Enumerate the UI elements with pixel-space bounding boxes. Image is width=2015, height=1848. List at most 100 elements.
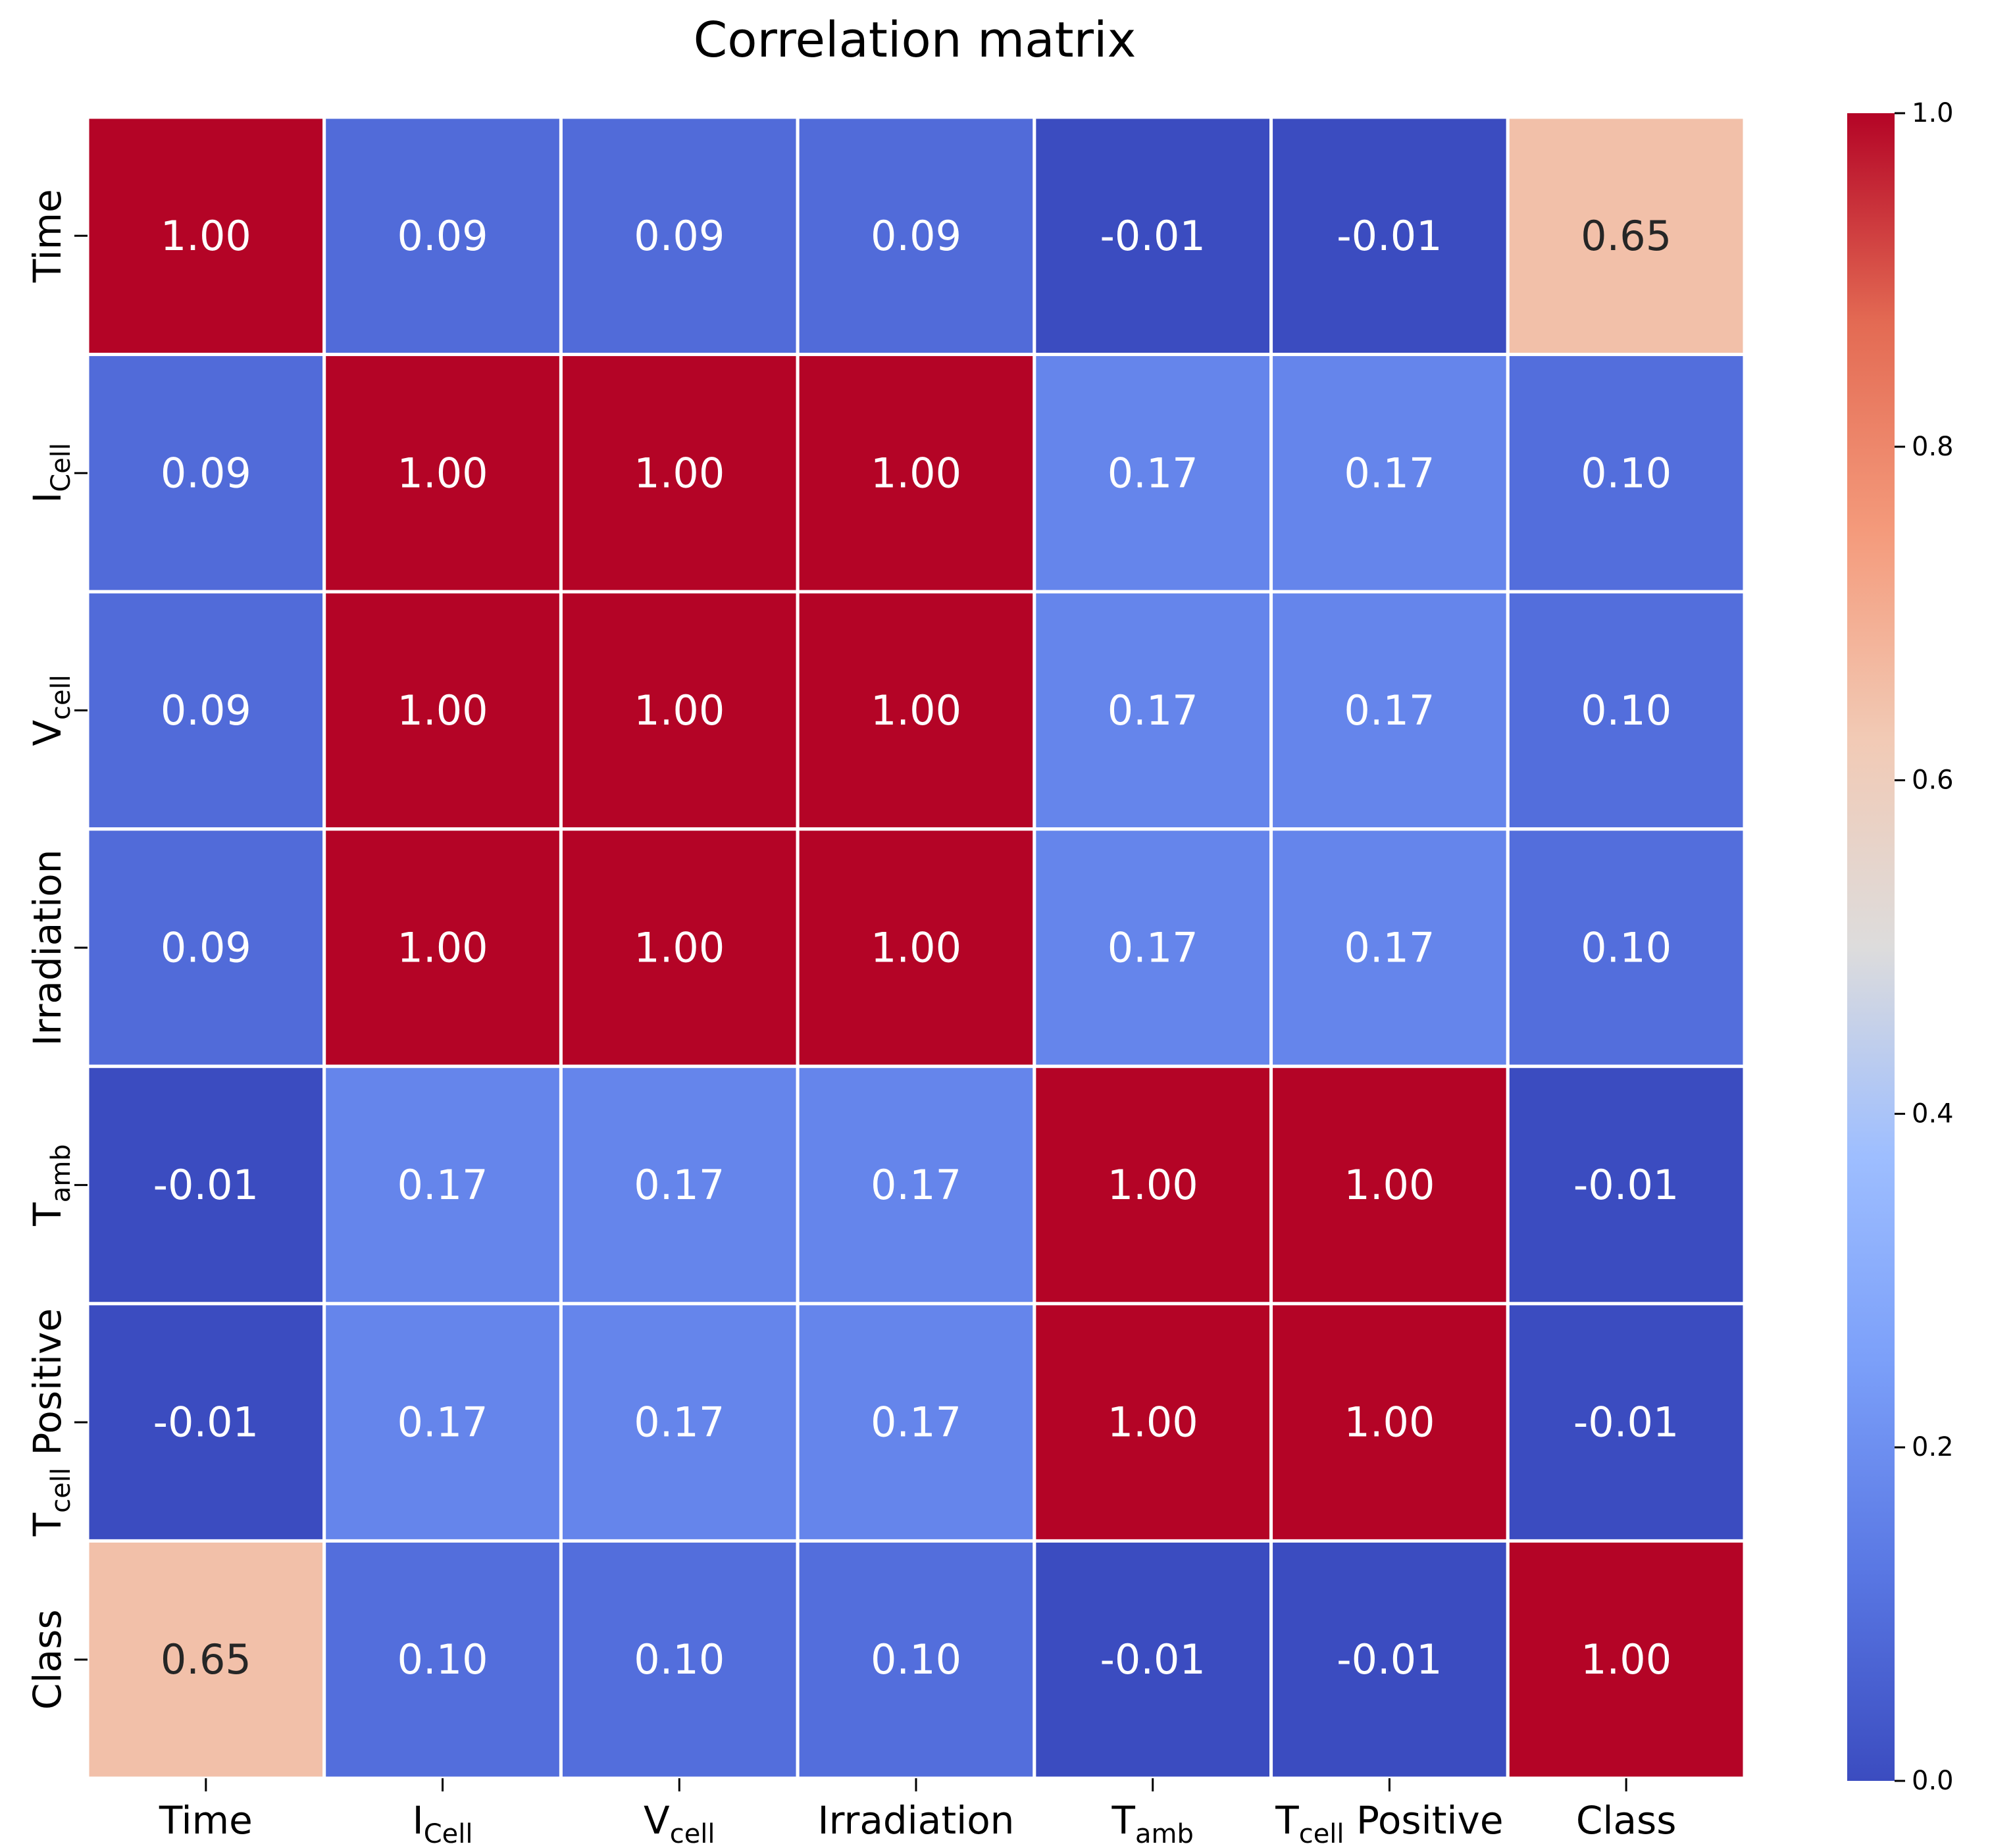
heatmap-cell-r4-c6 <box>1506 1064 1747 1306</box>
y-tick-label-2: Vcell <box>25 675 76 746</box>
heatmap-cell-r3-c3 <box>796 827 1036 1068</box>
cell-value-r3-c6: 0.10 <box>1581 924 1671 972</box>
cell-value-r1-c2: 1.00 <box>634 449 725 497</box>
cell-value-r5-c3: 0.17 <box>871 1399 961 1447</box>
cell-value-r4-c5: 1.00 <box>1344 1161 1435 1209</box>
cell-value-r3-c4: 0.17 <box>1108 924 1198 972</box>
heatmap-cell-r5-c1 <box>322 1302 563 1543</box>
cell-value-r0-c5: -0.01 <box>1337 212 1442 260</box>
cell-value-r5-c1: 0.17 <box>397 1399 488 1447</box>
colorbar-tick-label-0: 0.0 <box>1912 1766 1954 1796</box>
cell-value-r5-c0: -0.01 <box>153 1399 259 1447</box>
cell-value-r6-c2: 0.10 <box>634 1635 725 1683</box>
heatmap-cell-r2-c3 <box>796 590 1036 831</box>
cell-value-r3-c5: 0.17 <box>1344 924 1435 972</box>
cell-value-r1-c0: 0.09 <box>161 449 251 497</box>
x-tick-label-2: Vcell <box>644 1798 715 1848</box>
cell-value-r3-c3: 1.00 <box>871 924 961 972</box>
cell-value-r0-c2: 0.09 <box>634 212 725 260</box>
chart-title: Correlation matrix <box>694 12 1136 68</box>
x-tick-label-0: Time <box>159 1798 253 1843</box>
x-tick-label-1: ICell <box>413 1798 473 1848</box>
colorbar-tick-label-2: 0.4 <box>1912 1098 1954 1129</box>
cell-value-r5-c6: -0.01 <box>1573 1399 1679 1447</box>
x-tick-label-3: Irradiation <box>818 1798 1015 1843</box>
heatmap-cell-r4-c0 <box>86 1064 326 1306</box>
y-tick-label-3: Irradiation <box>25 850 70 1046</box>
heatmap-cell-r2-c5 <box>1269 590 1510 831</box>
cell-value-r2-c3: 1.00 <box>871 686 961 734</box>
heatmap-cell-r0-c1 <box>322 115 563 357</box>
cell-value-r2-c4: 0.17 <box>1108 686 1198 734</box>
cell-value-r1-c1: 1.00 <box>397 449 488 497</box>
colorbar-tick-label-5: 1.0 <box>1912 98 1954 128</box>
cell-value-r4-c1: 0.17 <box>397 1161 488 1209</box>
heatmap-cell-r5-c2 <box>559 1302 800 1543</box>
y-tick-label-1: ICell <box>25 443 76 503</box>
heatmap-cell-r5-c0 <box>86 1302 326 1543</box>
heatmap-cell-r0-c2 <box>559 115 800 357</box>
heatmap-cell-r6-c0 <box>86 1539 326 1780</box>
heatmap-cell-r0-c3 <box>796 115 1036 357</box>
heatmap-cell-r2-c1 <box>322 590 563 831</box>
colorbar-tick-label-4: 0.8 <box>1912 432 1954 462</box>
cell-value-r2-c2: 1.00 <box>634 686 725 734</box>
heatmap-cells <box>86 115 1747 1780</box>
cell-value-r4-c3: 0.17 <box>871 1161 961 1209</box>
x-axis: Time ICell Vcell Irradiation Tamb Tcell Posit… <box>159 1778 1677 1848</box>
heatmap-cell-r1-c4 <box>1033 353 1273 594</box>
colorbar-tick-label-1: 0.2 <box>1912 1432 1954 1462</box>
heatmap-cell-labels: 1.00 0.09 0.09 0.09 -0.01 -0.01 0.65 0.09 1.00 1.… <box>153 212 1679 1683</box>
cell-value-r0-c6: 0.65 <box>1581 212 1671 260</box>
cell-value-r4-c0: -0.01 <box>153 1161 259 1209</box>
cell-value-r1-c6: 0.10 <box>1581 449 1671 497</box>
heatmap-cell-r5-c6 <box>1506 1302 1747 1543</box>
heatmap-cell-r4-c2 <box>559 1064 800 1306</box>
heatmap-cell-r6-c2 <box>559 1539 800 1780</box>
cell-value-r6-c5: -0.01 <box>1337 1635 1442 1683</box>
colorbar: 0.0 0.2 0.4 0.6 0.8 1.0 <box>1847 98 1954 1796</box>
colorbar-tick-label-3: 0.6 <box>1912 765 1954 796</box>
cell-value-r4-c4: 1.00 <box>1108 1161 1198 1209</box>
cell-value-r0-c4: -0.01 <box>1100 212 1206 260</box>
heatmap-cell-r5-c4 <box>1033 1302 1273 1543</box>
cell-value-r1-c3: 1.00 <box>871 449 961 497</box>
x-tick-label-4: Tamb <box>1111 1798 1194 1848</box>
cell-value-r6-c4: -0.01 <box>1100 1635 1206 1683</box>
cell-value-r6-c1: 0.10 <box>397 1635 488 1683</box>
heatmap-cell-r3-c1 <box>322 827 563 1068</box>
heatmap-cell-r0-c5 <box>1269 115 1510 357</box>
y-axis: Time ICell Vcell Irradiation Tamb Tcell Posit… <box>25 189 88 1710</box>
cell-value-r1-c5: 0.17 <box>1344 449 1435 497</box>
heatmap-cell-r0-c0 <box>86 115 326 357</box>
cell-value-r6-c0: 0.65 <box>161 1635 251 1683</box>
colorbar-gradient <box>1847 113 1895 1781</box>
colorbar-ticks: 0.0 0.2 0.4 0.6 0.8 1.0 <box>1895 98 1954 1796</box>
cell-value-r6-c6: 1.00 <box>1581 1635 1671 1683</box>
cell-value-r3-c1: 1.00 <box>397 924 488 972</box>
y-tick-label-0: Time <box>25 189 70 283</box>
cell-value-r6-c3: 0.10 <box>871 1635 961 1683</box>
cell-value-r2-c0: 0.09 <box>161 686 251 734</box>
cell-value-r1-c4: 0.17 <box>1108 449 1198 497</box>
x-tick-label-6: Class <box>1576 1798 1677 1843</box>
cell-value-r4-c6: -0.01 <box>1573 1161 1679 1209</box>
cell-value-r5-c5: 1.00 <box>1344 1399 1435 1447</box>
cell-value-r3-c0: 0.09 <box>161 924 251 972</box>
heatmap-cell-r5-c3 <box>796 1302 1036 1543</box>
cell-value-r4-c2: 0.17 <box>634 1161 725 1209</box>
cell-value-r3-c2: 1.00 <box>634 924 725 972</box>
heatmap-cell-r1-c2 <box>559 353 800 594</box>
cell-value-r0-c0: 1.00 <box>161 212 251 260</box>
y-tick-label-6: Class <box>25 1609 70 1710</box>
heatmap-cell-r6-c4 <box>1033 1539 1273 1780</box>
heatmap-cell-r3-c6 <box>1506 827 1747 1068</box>
cell-value-r2-c5: 0.17 <box>1344 686 1435 734</box>
heatmap-cell-r6-c3 <box>796 1539 1036 1780</box>
cell-value-r0-c1: 0.09 <box>397 212 488 260</box>
y-tick-label-5: Tcell Positive <box>25 1308 76 1537</box>
cell-value-r5-c4: 1.00 <box>1108 1399 1198 1447</box>
cell-value-r5-c2: 0.17 <box>634 1399 725 1447</box>
heatmap-cell-r6-c6 <box>1506 1539 1747 1780</box>
